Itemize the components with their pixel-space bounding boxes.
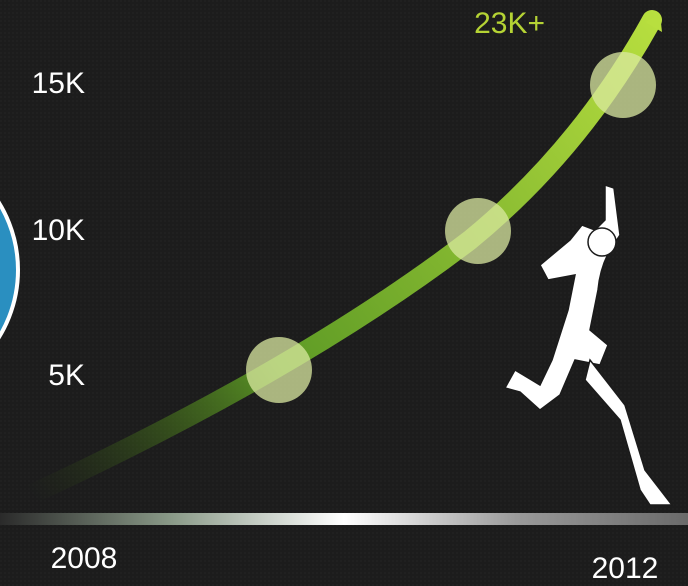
growth-curve xyxy=(20,10,662,505)
runner xyxy=(503,183,674,506)
year-label: 2008 xyxy=(51,542,118,575)
arrow-head xyxy=(645,14,662,32)
milestone-label: 15K xyxy=(32,67,85,100)
milestone-dot xyxy=(445,198,511,264)
milestone-dot xyxy=(590,52,656,118)
callout-label: 23K+ xyxy=(474,7,545,40)
milestone-label: 10K xyxy=(32,214,85,247)
year-label: 2012 xyxy=(592,552,659,585)
blue-badge xyxy=(0,200,20,340)
milestone-dot xyxy=(246,337,312,403)
milestone-label: 5K xyxy=(48,359,85,392)
timeline-bar xyxy=(0,513,688,525)
